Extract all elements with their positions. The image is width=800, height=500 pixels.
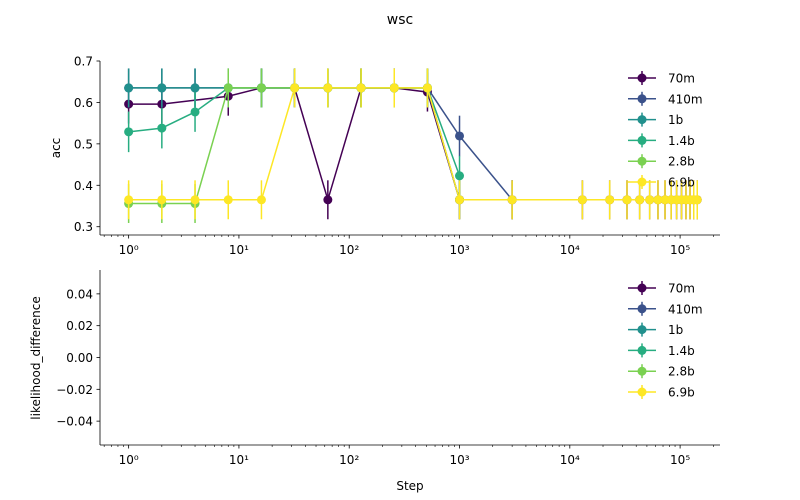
- top-x-tick-label: 10⁴: [560, 243, 580, 257]
- top-y-tick-label: 0.4: [74, 179, 93, 193]
- top-series-layer: [124, 68, 702, 223]
- data-point-6.9b: [190, 195, 200, 205]
- legend-marker-1b: [637, 325, 647, 335]
- data-point-6.9b: [622, 195, 632, 205]
- bottom-x-tick-label: 10⁰: [119, 453, 139, 467]
- legend-label-1b: 1b: [668, 323, 683, 337]
- legend-marker-410m: [637, 304, 647, 314]
- data-point-6.9b: [645, 195, 655, 205]
- legend-label-1.4b: 1.4b: [668, 134, 695, 148]
- data-point-6.9b: [660, 195, 670, 205]
- data-point-6.9b: [290, 83, 300, 93]
- data-point-6.9b: [356, 83, 366, 93]
- data-point-1b: [124, 83, 134, 93]
- data-point-2.8b: [256, 83, 266, 93]
- top-panel: 0.3 0.4 0.5 0.6 0.7 10⁰ 10¹ 10² 10³ 10⁴ 10⁵ acc 70…: [49, 55, 720, 257]
- figure-title: wsc: [387, 12, 413, 28]
- series-line-6.9b: [128, 87, 698, 201]
- top-y-tick-label: 0.7: [74, 55, 93, 69]
- legend-label-6.9b: 6.9b: [668, 386, 695, 400]
- bottom-x-tick-label: 10²: [339, 453, 359, 467]
- bottom-x-tick-label: 10⁵: [670, 453, 690, 467]
- data-point-6.9b: [124, 195, 134, 205]
- legend-label-2.8b: 2.8b: [668, 365, 695, 379]
- bottom-x-tick-label: 10⁴: [560, 453, 580, 467]
- top-y-tick-label: 0.6: [74, 96, 93, 110]
- bottom-y-tick-label: 0.00: [66, 351, 93, 365]
- data-point-6.9b: [157, 195, 167, 205]
- data-point-2.8b: [223, 83, 233, 93]
- data-point-6.9b: [223, 195, 233, 205]
- legend-marker-70m: [637, 283, 647, 293]
- x-axis-label: Step: [396, 479, 423, 493]
- series-line-70m: [128, 87, 698, 203]
- data-point-70m: [323, 195, 333, 205]
- legend-label-6.9b: 6.9b: [668, 176, 695, 190]
- top-x-tick-label: 10²: [339, 243, 359, 257]
- bottom-legend: 70m 410m 1b 1.4b 2.8b 6.9b: [628, 281, 703, 400]
- data-point-6.9b: [389, 83, 399, 93]
- bottom-y-tick-label: 0.02: [66, 319, 93, 333]
- legend-marker-2.8b: [637, 366, 647, 376]
- bottom-y-tick-label: −0.04: [56, 415, 93, 429]
- legend-marker-1.4b: [637, 345, 647, 355]
- data-point-6.9b: [455, 195, 465, 205]
- data-point-1.4b: [124, 127, 134, 137]
- top-x-tick-label: 10⁰: [119, 243, 139, 257]
- legend-marker-2.8b: [637, 156, 647, 166]
- data-point-6.9b: [422, 83, 432, 93]
- top-x-tick-label: 10⁵: [670, 243, 690, 257]
- bottom-x-tick-label: 10³: [449, 453, 469, 467]
- data-point-1b: [157, 83, 167, 93]
- legend-label-410m: 410m: [668, 92, 703, 106]
- data-point-6.9b: [577, 195, 587, 205]
- top-y-tick-label: 0.3: [74, 220, 93, 234]
- data-point-1.4b: [455, 171, 465, 181]
- top-y-tick-label: 0.5: [74, 137, 93, 151]
- legend-marker-70m: [637, 73, 647, 83]
- legend-marker-1.4b: [637, 135, 647, 145]
- legend-marker-410m: [637, 94, 647, 104]
- legend-label-1.4b: 1.4b: [668, 344, 695, 358]
- data-point-1.4b: [157, 123, 167, 133]
- data-point-6.9b: [323, 83, 333, 93]
- bottom-panel: −0.04 −0.02 0.00 0.02 0.04 10⁰ 10¹ 10² 10³ 10⁴ 10⁵…: [29, 270, 720, 467]
- data-point-6.9b: [605, 195, 615, 205]
- top-x-tick-label: 10³: [449, 243, 469, 257]
- bottom-y-tick-label: −0.02: [56, 383, 93, 397]
- legend-label-2.8b: 2.8b: [668, 155, 695, 169]
- top-x-tick-label: 10¹: [229, 243, 249, 257]
- legend-label-1b: 1b: [668, 113, 683, 127]
- legend-marker-6.9b: [637, 177, 647, 187]
- legend-label-70m: 70m: [668, 72, 695, 86]
- legend-label-410m: 410m: [668, 302, 703, 316]
- legend-marker-6.9b: [637, 387, 647, 397]
- top-legend: 70m 410m 1b 1.4b 2.8b 6.9b: [628, 71, 703, 190]
- bottom-y-axis-label: likelihood_difference: [29, 296, 43, 419]
- legend-marker-1b: [637, 115, 647, 125]
- bottom-axes: −0.04 −0.02 0.00 0.02 0.04 10⁰ 10¹ 10² 10³ 10⁴ 10⁵: [56, 270, 720, 467]
- data-point-6.9b: [256, 195, 266, 205]
- data-point-6.9b: [507, 195, 517, 205]
- data-point-410m: [455, 131, 465, 141]
- data-point-6.9b: [653, 195, 663, 205]
- bottom-y-tick-label: 0.04: [66, 287, 93, 301]
- data-point-6.9b: [692, 195, 702, 205]
- data-point-1b: [190, 83, 200, 93]
- top-axes: 0.3 0.4 0.5 0.6 0.7 10⁰ 10¹ 10² 10³ 10⁴ 10⁵: [74, 55, 720, 257]
- legend-label-70m: 70m: [668, 282, 695, 296]
- bottom-x-tick-label: 10¹: [229, 453, 249, 467]
- data-point-6.9b: [635, 195, 645, 205]
- data-point-1.4b: [190, 107, 200, 117]
- top-y-axis-label: acc: [49, 138, 63, 159]
